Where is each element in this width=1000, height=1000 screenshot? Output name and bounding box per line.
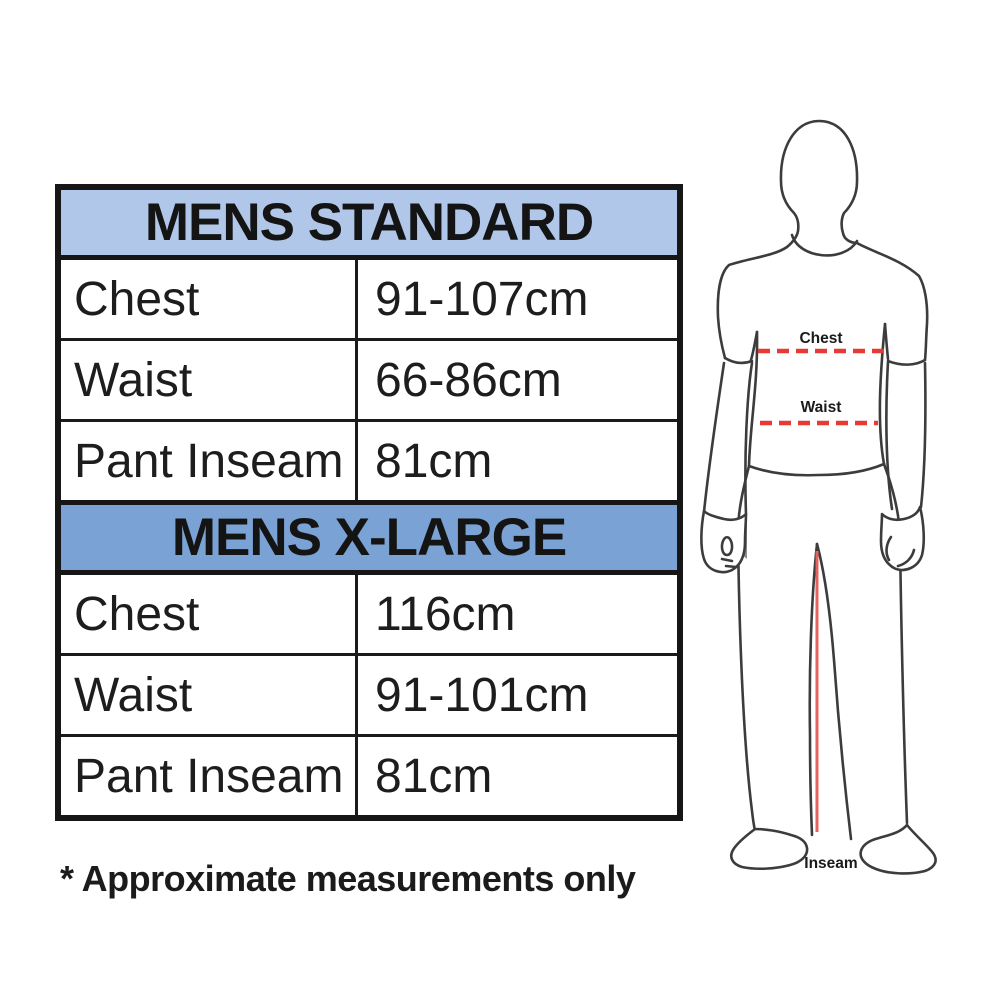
row-label: Pant Inseam xyxy=(61,737,358,815)
left-thumb-detail xyxy=(720,535,734,557)
row-value: 91-101cm xyxy=(375,668,589,722)
left-forearm-outer xyxy=(702,361,726,514)
row-label: Pant Inseam xyxy=(61,422,358,500)
left-shoe xyxy=(730,827,809,871)
left-leg-outer xyxy=(736,464,757,833)
left-finger-line-2 xyxy=(724,564,738,569)
shirt-hem xyxy=(747,462,886,477)
right-sleeve-hem xyxy=(886,358,927,366)
row-value: 66-86cm xyxy=(375,353,562,407)
table-header-mens-standard: MENS STANDARD xyxy=(61,190,677,260)
table-row-inseam-standard: Pant Inseam 81cm xyxy=(61,419,677,500)
left-forearm-inner xyxy=(744,361,754,516)
row-label: Chest xyxy=(61,260,358,338)
table-row-waist-standard: Waist 66-86cm xyxy=(61,338,677,419)
row-label: Chest xyxy=(61,575,358,653)
collar-line xyxy=(790,233,859,257)
left-shoulder-sleeve xyxy=(716,245,789,360)
row-value: 81cm xyxy=(375,434,493,488)
body-measurement-figure: Chest Waist Inseam xyxy=(700,119,937,875)
left-torso-edge xyxy=(747,330,759,468)
right-finger-line xyxy=(896,548,916,568)
row-label: Waist xyxy=(61,656,358,734)
left-sleeve-hem xyxy=(723,356,754,365)
waist-figure-label: Waist xyxy=(801,399,842,416)
row-value: 81cm xyxy=(375,749,493,803)
inseam-figure-label: Inseam xyxy=(804,855,857,872)
right-hand xyxy=(879,505,926,572)
row-label: Waist xyxy=(61,341,358,419)
size-table: MENS STANDARD Chest 91-107cm Waist 66-86… xyxy=(55,184,683,821)
measurements-footnote: * Approximate measurements only xyxy=(60,858,636,899)
left-leg-inner xyxy=(808,542,819,837)
table-row-chest-xlarge: Chest 116cm xyxy=(61,575,677,653)
table-row-chest-standard: Chest 91-107cm xyxy=(61,260,677,338)
table-row-waist-xlarge: Waist 91-101cm xyxy=(61,653,677,734)
right-forearm-inner xyxy=(885,360,894,511)
head-outline xyxy=(779,119,859,249)
row-value: 116cm xyxy=(375,587,516,641)
right-shoe xyxy=(859,823,937,875)
right-shoulder-sleeve xyxy=(855,241,929,362)
right-thumb-detail xyxy=(885,535,893,562)
right-torso-edge xyxy=(878,322,887,466)
figure-outline xyxy=(700,119,937,875)
row-value: 91-107cm xyxy=(375,272,589,326)
right-leg-outer xyxy=(882,462,909,825)
chest-figure-label: Chest xyxy=(799,330,842,347)
right-leg-inner xyxy=(815,542,853,841)
right-forearm-outer xyxy=(919,361,927,509)
table-row-inseam-xlarge: Pant Inseam 81cm xyxy=(61,734,677,815)
table-header-mens-xlarge: MENS X-LARGE xyxy=(61,500,677,575)
left-finger-line xyxy=(720,557,734,563)
